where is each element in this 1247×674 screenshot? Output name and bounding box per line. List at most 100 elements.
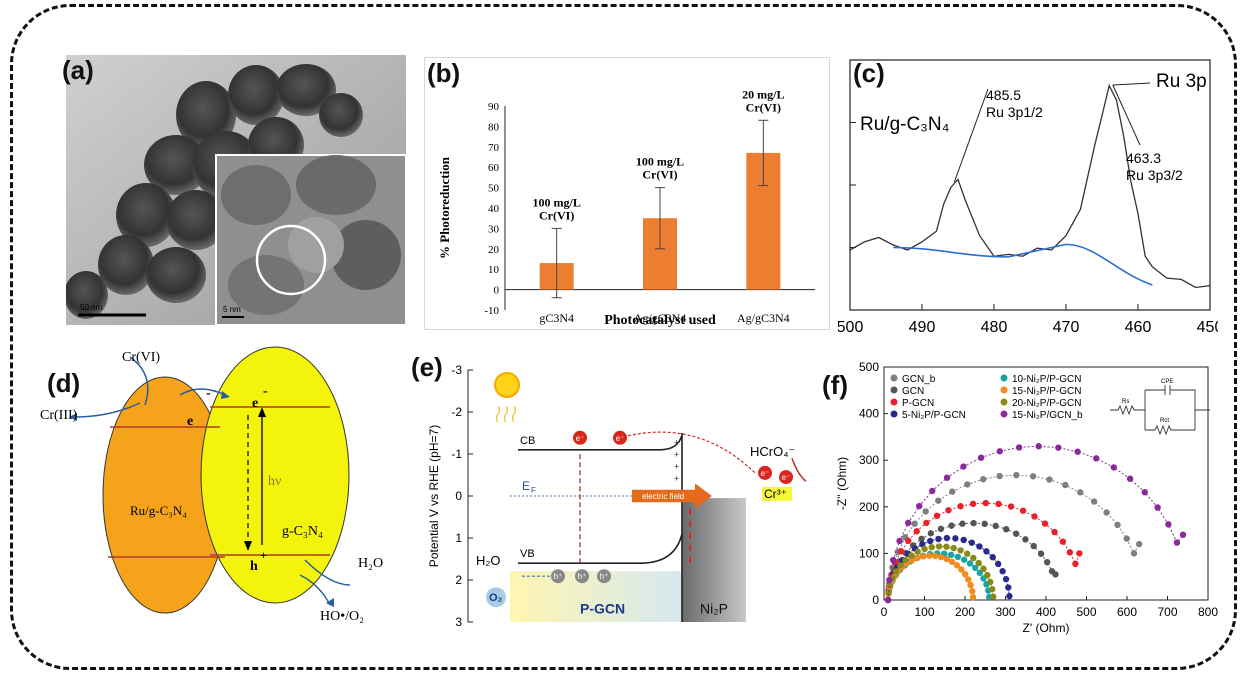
f-fit-line bbox=[887, 445, 1184, 601]
f-legend-label: 15-Ni₂P/P-GCN bbox=[1012, 386, 1081, 397]
f-xtick: 0 bbox=[881, 605, 888, 619]
f-data-point bbox=[935, 543, 943, 550]
e-plus-sign: + bbox=[674, 450, 679, 460]
f-data-point bbox=[968, 539, 976, 546]
f-data-point bbox=[952, 535, 959, 542]
f-data-point bbox=[957, 503, 964, 510]
f-data-point bbox=[1072, 560, 1079, 568]
f-data-point bbox=[937, 525, 945, 533]
f-data-point bbox=[1123, 535, 1130, 542]
c-xtick: 460 bbox=[1125, 319, 1152, 336]
label-c: (c) bbox=[853, 58, 885, 88]
f-data-point bbox=[885, 589, 892, 596]
e-ytick: 3 bbox=[455, 615, 462, 629]
f-data-point bbox=[1074, 448, 1081, 455]
f-data-point bbox=[960, 463, 967, 470]
f-legend-marker bbox=[890, 398, 898, 406]
f-data-point bbox=[933, 512, 941, 520]
e-ytick: 1 bbox=[455, 531, 462, 545]
f-legend-label: GCN bbox=[902, 386, 924, 397]
f-data-point bbox=[966, 560, 974, 567]
f-data-point bbox=[948, 522, 955, 529]
f-data-point bbox=[911, 520, 918, 527]
f-data-point bbox=[982, 499, 990, 507]
e-pgcn-label: P-GCN bbox=[580, 601, 625, 617]
f-data-point bbox=[918, 535, 925, 543]
f-data-point bbox=[1052, 571, 1059, 578]
f-data-point bbox=[983, 548, 990, 555]
f-data-point bbox=[1062, 481, 1069, 489]
f-data-point bbox=[1002, 575, 1010, 583]
f-data-point bbox=[965, 576, 972, 583]
f-ytick: 400 bbox=[859, 407, 879, 421]
f-data-point bbox=[929, 487, 936, 495]
f-data-point bbox=[886, 576, 893, 584]
f-data-point bbox=[945, 507, 952, 514]
f-data-point bbox=[1007, 503, 1015, 510]
f-data-point bbox=[896, 537, 903, 545]
f-data-point bbox=[980, 565, 987, 572]
e-hole-symbol: h⁺ bbox=[578, 572, 587, 581]
f-data-point bbox=[913, 528, 920, 535]
label-f: (f) bbox=[822, 370, 848, 400]
e-hole-icon bbox=[597, 569, 611, 584]
f-data-point bbox=[923, 519, 930, 527]
f-data-point bbox=[950, 544, 957, 552]
f-ytick: 0 bbox=[872, 593, 879, 607]
f-data-point bbox=[914, 548, 921, 555]
f-data-point bbox=[1173, 539, 1181, 546]
e-field-arrow bbox=[632, 483, 712, 509]
f-data-point bbox=[921, 545, 928, 553]
f-xtick: 600 bbox=[1117, 605, 1137, 619]
f-data-point bbox=[935, 535, 942, 543]
f-data-point bbox=[897, 562, 904, 569]
f-data-point bbox=[1003, 525, 1010, 533]
f-data-point bbox=[970, 554, 977, 562]
band-diagram-svg: Cr(VI) Cr(III) e - e - hν g-C₃N₄ Ru/g-C₃… bbox=[40, 346, 383, 624]
f-data-point bbox=[1015, 444, 1023, 451]
e-electron-symbol: e⁻ bbox=[576, 434, 585, 443]
f-data-point bbox=[1165, 521, 1172, 528]
f-data-point bbox=[999, 568, 1006, 575]
panel-e-energy-diagram: -3 -2 -1 0 1 2 3 Potential V vs RHE (pH=7) CB VB E… bbox=[410, 350, 810, 640]
f-data-point bbox=[927, 530, 935, 537]
f-data-point bbox=[996, 448, 1004, 455]
f-data-point bbox=[972, 564, 979, 572]
light-wave-icon bbox=[511, 405, 517, 423]
e-pgcn-region bbox=[510, 571, 682, 622]
c-leader-peak2 bbox=[1112, 84, 1141, 146]
f-data-point bbox=[1013, 471, 1020, 479]
f-legend-marker bbox=[1000, 410, 1008, 418]
e-ytick: -2 bbox=[451, 405, 462, 419]
f-ytick: 300 bbox=[859, 453, 879, 467]
e-o2-label: O₂ bbox=[489, 592, 503, 604]
f-circuit-icon bbox=[1110, 385, 1210, 436]
f-data-point bbox=[947, 551, 955, 559]
f-data-point bbox=[990, 593, 997, 600]
c-xtick: 480 bbox=[981, 319, 1008, 336]
f-data-point bbox=[943, 555, 950, 563]
b-ytick: 20 bbox=[488, 244, 500, 256]
e-hole-symbol: h⁺ bbox=[600, 572, 609, 581]
f-data-point bbox=[989, 586, 996, 593]
f-data-point bbox=[1059, 538, 1067, 545]
f-data-point bbox=[1043, 558, 1051, 566]
panel-d-diagram: Cr(VI) Cr(III) e - e - hν g-C₃N₄ Ru/g-C₃… bbox=[30, 345, 420, 625]
label-d: (d) bbox=[47, 368, 81, 398]
f-data-point bbox=[943, 543, 950, 550]
e-ytick: 2 bbox=[455, 573, 462, 587]
e-cb-line bbox=[518, 434, 683, 451]
f-data-point bbox=[969, 500, 977, 508]
electron-2: e bbox=[252, 396, 258, 411]
f-data-point bbox=[1141, 488, 1148, 496]
e-vb-label: VB bbox=[520, 548, 535, 560]
f-data-point bbox=[926, 537, 934, 545]
e-o2-bubble bbox=[486, 587, 506, 608]
f-data-point bbox=[884, 596, 892, 604]
panel-f-nyquist: 0 100 200 300 400 500 600 700 800 0 100 200 300 400 50… bbox=[820, 355, 1220, 650]
f-data-point bbox=[989, 553, 996, 561]
f-xtick: 800 bbox=[1198, 605, 1218, 619]
energy-diagram-svg: -3 -2 -1 0 1 2 3 Potential V vs RHE (pH=7) CB VB E… bbox=[427, 363, 807, 629]
electron-minus-2: - bbox=[263, 384, 268, 399]
b-category-label: gC3N4 bbox=[539, 311, 574, 325]
